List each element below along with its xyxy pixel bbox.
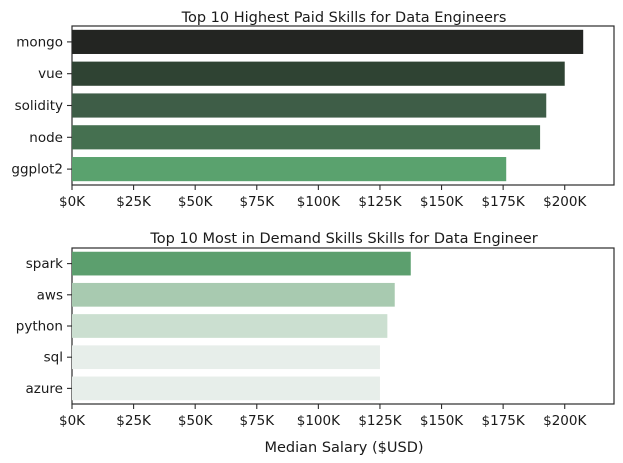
bottom-chart-y-tick-label: azure xyxy=(26,381,63,397)
top-chart-x-tick-label: $175K xyxy=(482,194,526,210)
top-chart-y-tick-label: node xyxy=(29,130,63,146)
bottom-chart-x-axis-label: Median Salary ($USD) xyxy=(264,440,423,456)
bottom-chart-x-tick-label: $125K xyxy=(358,413,402,429)
bottom-chart-y-tick-label: sql xyxy=(44,350,63,366)
top-chart-y-tick-label: ggplot2 xyxy=(11,162,63,178)
bottom-chart-bar-sql xyxy=(72,345,380,370)
top-chart-bar-mongo xyxy=(72,29,584,54)
bottom-chart-x-tick-label: $25K xyxy=(116,413,152,429)
top-chart-x-tick-label: $75K xyxy=(239,194,275,210)
bottom-chart-bar-azure xyxy=(72,376,380,401)
top-chart-x-ticks: $0K $25K $50K $75K $100K $125K $150K $175K $200K xyxy=(59,185,587,210)
bottom-chart-bar-spark xyxy=(72,251,411,276)
top-chart-x-tick-label: $150K xyxy=(420,194,464,210)
bottom-chart-x-ticks: $0K $25K $50K $75K $100K $125K $150K $175K $200K xyxy=(59,404,587,429)
top-chart-y-tick-label: mongo xyxy=(16,34,63,50)
bottom-chart-y-tick-label: spark xyxy=(26,256,63,272)
top-chart-x-tick-label: $25K xyxy=(116,194,152,210)
top-chart-y-tick-label: vue xyxy=(38,66,63,82)
bottom-chart-panel: Top 10 Most in Demand Skills Skills for … xyxy=(16,231,615,456)
bottom-chart-y-tick-label: python xyxy=(16,319,63,335)
bottom-chart-x-tick-label: $175K xyxy=(482,413,526,429)
top-chart-title: Top 10 Highest Paid Skills for Data Engi… xyxy=(181,10,507,26)
top-chart-x-tick-label: $50K xyxy=(178,194,214,210)
bottom-chart-title: Top 10 Most in Demand Skills Skills for … xyxy=(149,231,537,247)
bottom-chart-y-ticks: spark aws python sql azure xyxy=(16,256,72,397)
top-chart-x-tick-label: $0K xyxy=(59,194,86,210)
bottom-chart-x-tick-label: $50K xyxy=(178,413,214,429)
top-chart-y-ticks: mongo vue solidity node ggplot2 xyxy=(11,34,72,178)
top-chart-x-tick-label: $200K xyxy=(543,194,587,210)
bottom-chart-x-tick-label: $0K xyxy=(59,413,86,429)
top-chart-bar-vue xyxy=(72,61,565,86)
top-chart-y-tick-label: solidity xyxy=(15,98,63,114)
top-chart-x-tick-label: $100K xyxy=(297,194,341,210)
top-chart-panel: Top 10 Highest Paid Skills for Data Engi… xyxy=(11,10,615,210)
top-chart-bar-solidity xyxy=(72,93,547,118)
bottom-chart-y-tick-label: aws xyxy=(37,287,63,303)
bottom-chart-x-tick-label: $75K xyxy=(239,413,275,429)
bottom-chart-x-tick-label: $200K xyxy=(543,413,587,429)
top-chart-bar-ggplot2 xyxy=(72,157,507,182)
top-chart-x-tick-label: $125K xyxy=(358,194,402,210)
bottom-chart-bars xyxy=(72,251,411,401)
bottom-chart-x-tick-label: $150K xyxy=(420,413,464,429)
bottom-chart-x-tick-label: $100K xyxy=(297,413,341,429)
bottom-chart-bar-aws xyxy=(72,282,395,307)
top-chart-bars xyxy=(72,29,584,182)
top-chart-bar-node xyxy=(72,125,541,150)
bottom-chart-bar-python xyxy=(72,314,388,338)
